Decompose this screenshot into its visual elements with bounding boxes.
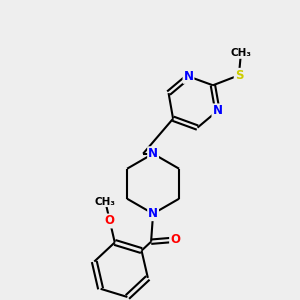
Text: CH₃: CH₃ — [95, 196, 116, 206]
Text: N: N — [148, 147, 158, 160]
Text: O: O — [105, 214, 115, 227]
Text: O: O — [170, 233, 180, 246]
Text: N: N — [212, 104, 222, 117]
Text: S: S — [235, 69, 243, 82]
Text: CH₃: CH₃ — [230, 48, 251, 58]
Text: N: N — [184, 70, 194, 83]
Text: N: N — [148, 207, 158, 220]
